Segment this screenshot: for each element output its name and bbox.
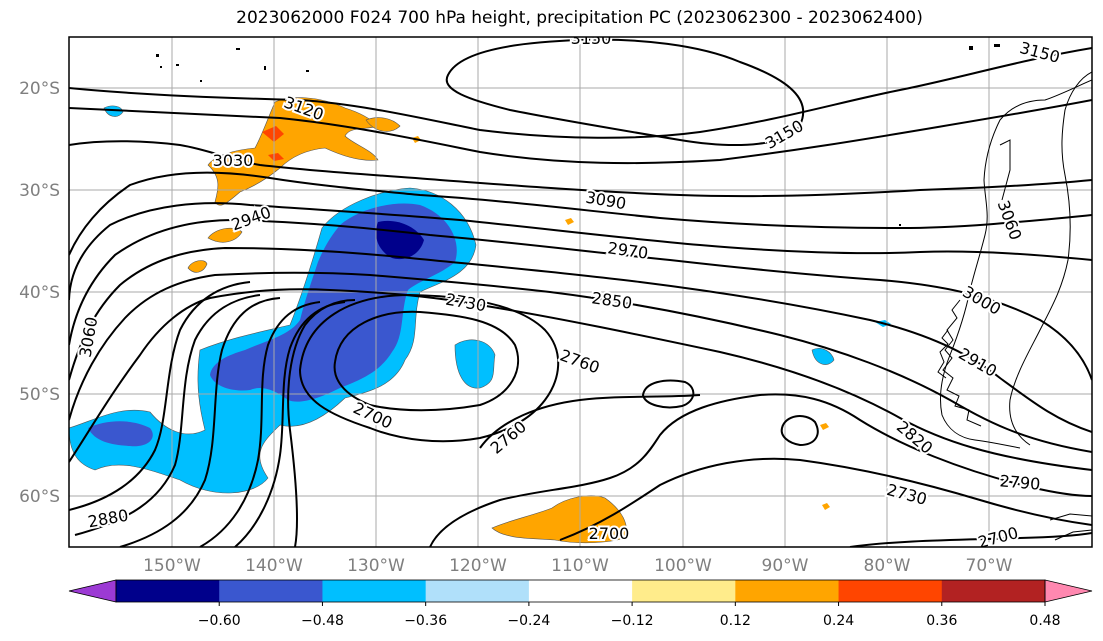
precip-negative-tiny1 [811,348,835,365]
lat-label: 40°S [19,283,60,303]
colorbar-tick-label: 0.12 [720,613,751,629]
precip-positive-tiny3 [822,503,830,510]
precip-negative-small [454,339,496,389]
height-contours [69,38,1092,547]
colorbar-tick-label: 0.24 [823,613,854,629]
colorbar-tick-label: −0.60 [198,613,241,629]
lon-label: 90°W [762,556,809,576]
lat-label: 60°S [19,487,60,507]
colorbar-tick-label: −0.24 [507,613,550,629]
colorbar-segment [838,580,943,602]
precip-positive-north-core [262,126,284,142]
lat-label: 50°S [19,385,60,405]
colorbar: −0.60 −0.48 −0.36 −0.24 −0.12 0.12 0.24 0.36 0.4… [68,579,1093,629]
precip-negative-tiny2 [103,105,124,117]
map-title: 2023062000 F024 700 hPa height, precipit… [236,8,923,28]
lat-label: 20°S [19,79,60,99]
precip-positive-tiny1 [565,218,574,225]
latitude-labels: 20°S 30°S 40°S 50°S 60°S [19,79,60,507]
map-frame [68,36,1093,548]
colorbar-segment [219,580,323,602]
colorbar-segment [632,580,736,602]
gridlines [69,37,1092,547]
precip-negative-left [88,421,153,447]
lon-label: 120°W [449,556,507,576]
contour-label: 3150 [571,29,612,48]
contour-label: 3030 [213,151,254,170]
colorbar-segment [735,580,840,602]
colorbar-extend-high [1044,579,1093,603]
precip-positive-small2 [187,260,208,273]
colorbar-outline [115,579,1046,603]
contour-label: 2850 [590,288,633,312]
precip-positive-south [491,495,627,544]
longitude-labels: 150°W 140°W 130°W 120°W 110°W 100°W 90°W… [143,556,1013,576]
colorbar-segment [941,580,1046,602]
lon-label: 80°W [864,556,911,576]
contour-label: 2790 [999,471,1041,493]
lon-label: 150°W [143,556,201,576]
colorbar-segment [528,580,633,602]
colorbar-segment [425,580,530,602]
colorbar-segment [116,580,220,602]
colorbar-segments [68,579,1093,603]
lat-label: 30°S [19,181,60,201]
colorbar-labels: −0.60 −0.48 −0.36 −0.24 −0.12 0.12 0.24 0.36 0.4… [198,602,1061,629]
colorbar-segment [322,580,427,602]
lon-label: 110°W [551,556,609,576]
precip-positive-north-core2 [268,153,284,161]
colorbar-extend-low [68,579,117,603]
precip-positive-tiny2 [820,423,829,430]
colorbar-tick-label: −0.48 [301,613,344,629]
colorbar-tick-label: −0.36 [404,613,447,629]
islands [156,44,1000,226]
precip-positive-small1 [207,227,243,243]
colorbar-tick-label: 0.36 [926,613,957,629]
lon-label: 70°W [966,556,1013,576]
colorbar-tick-label: 0.48 [1029,613,1060,629]
lon-label: 130°W [347,556,405,576]
lon-label: 100°W [654,556,712,576]
colorbar-tick-label: −0.12 [611,613,654,629]
lon-label: 140°W [245,556,303,576]
map-panel: 3150 315031503120303030902940297030603060… [68,29,1093,548]
contour-label: 2700 [589,524,630,543]
